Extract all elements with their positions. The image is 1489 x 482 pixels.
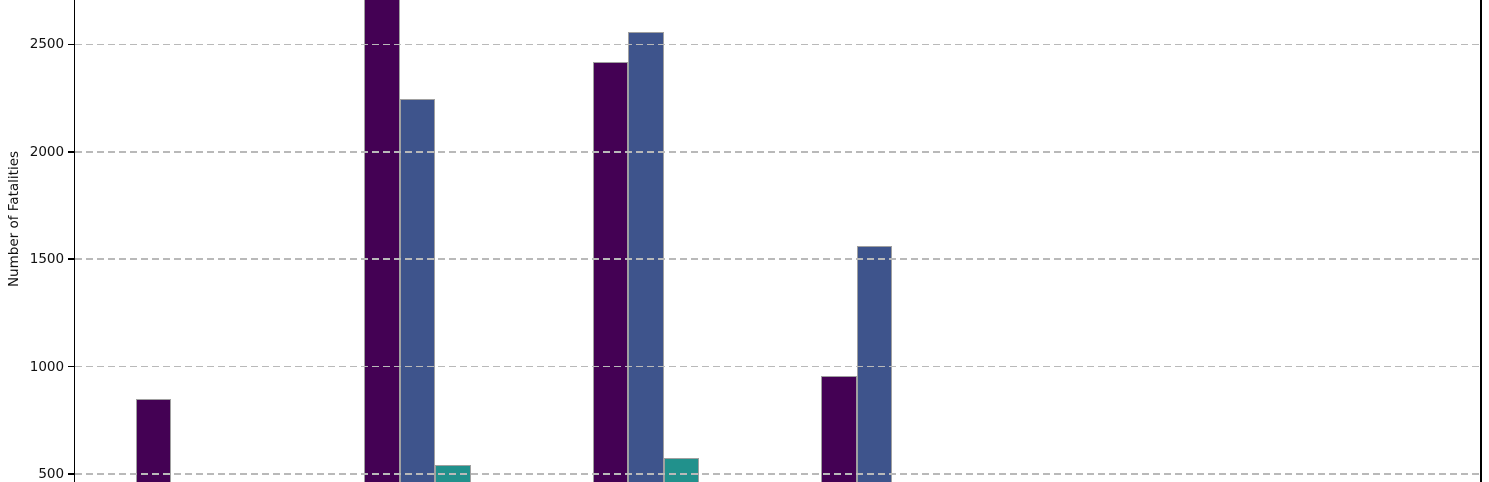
gridline-1000: [74, 365, 1481, 368]
y-tick-500: [68, 473, 75, 475]
left-axis-spine: [73, 0, 76, 482]
bar-group-1-series-purple: [135, 398, 172, 482]
y-tick-label-500: 500: [38, 466, 65, 482]
gridline-1500: [74, 258, 1481, 261]
bar-group-3-series-blue: [628, 31, 664, 482]
y-tick-label-2500: 2500: [29, 36, 65, 53]
y-tick-1500: [68, 258, 75, 261]
y-tick-label-1000: 1000: [29, 358, 65, 375]
bar-group-2-series-purple: [364, 0, 400, 482]
gridline-2000: [74, 150, 1481, 153]
bar-group-3-series-purple: [592, 61, 629, 482]
y-tick-label-1500: 1500: [29, 251, 65, 268]
y-tick-1000: [68, 365, 75, 368]
y-axis-title: Number of Fatalities: [6, 150, 22, 288]
right-axis-spine: [1480, 0, 1482, 482]
gridline-500: [74, 473, 1481, 475]
y-tick-2000: [68, 150, 75, 153]
gridline-2500: [74, 43, 1481, 46]
bar-group-2-series-blue: [399, 99, 436, 482]
y-tick-2500: [68, 43, 75, 46]
bar-group-4-series-blue: [856, 246, 893, 482]
y-tick-label-2000: 2000: [29, 143, 65, 160]
bar-group-3-series-teal: [663, 457, 700, 482]
bar-group-4-series-purple: [821, 376, 857, 482]
